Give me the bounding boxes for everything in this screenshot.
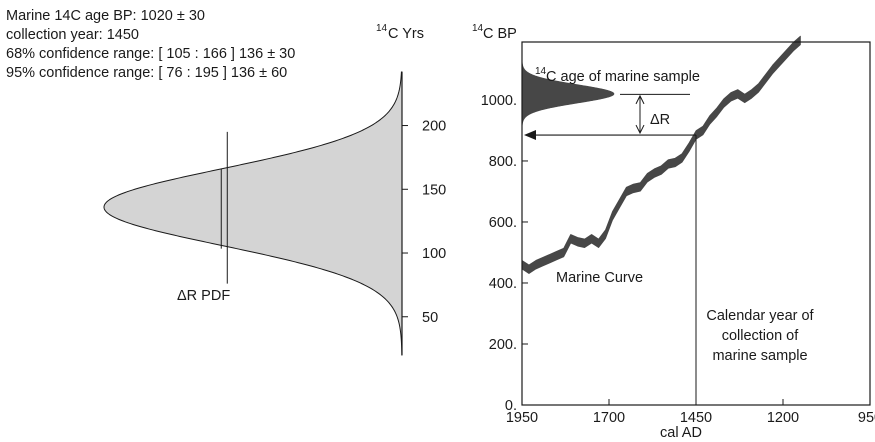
- pdf-annotation: ΔR PDF: [177, 288, 230, 304]
- y-tick-label-600: 600.: [489, 215, 517, 231]
- delta-r-label: ΔR: [650, 112, 670, 128]
- curve-ylabel: C BP: [483, 26, 517, 42]
- collection-label-line2: collection of: [722, 328, 800, 344]
- pdf-ylabel-sup: 14: [376, 23, 388, 34]
- info-line-marine-age: Marine 14C age BP: 1020 ± 30: [6, 8, 205, 24]
- delta-r-arrowhead-up: [635, 94, 645, 105]
- x-tick-label-1200: 1200: [767, 410, 799, 426]
- x-tick-label-1450: 1450: [680, 410, 712, 426]
- curve-axis-ticks: 1950 1700 1450 1200 950 0. 200. 400. 600. 800. 100…: [481, 93, 875, 426]
- y-tick-label-400: 400.: [489, 276, 517, 292]
- delta-r-arrowhead-down: [635, 124, 645, 135]
- pdf-y-tick-label-50: 50: [422, 310, 438, 326]
- collection-label-line1: Calendar year of: [706, 308, 814, 324]
- pdf-y-tick-label-200: 200: [422, 119, 446, 135]
- pdf-y-tick-label-150: 150: [422, 182, 446, 198]
- y-tick-label-0: 0.: [505, 398, 517, 414]
- y-tick-label-1000: 1000.: [481, 93, 517, 109]
- curve-ylabel-sup: 14: [472, 23, 484, 34]
- curve-xlabel: cal AD: [660, 425, 702, 441]
- plot-frame: [521, 41, 871, 406]
- info-line-68-range: 68% confidence range: [ 105 : 166 ] 136 …: [6, 46, 296, 62]
- delta-r-pdf-area: [103, 71, 403, 356]
- x-tick-label-1700: 1700: [593, 410, 625, 426]
- pdf-y-ticks: 50 100 150 200: [402, 119, 446, 326]
- sample-label: C age of marine sample: [546, 69, 700, 85]
- info-line-collection-year: collection year: 1450: [6, 27, 139, 43]
- marine-sample-pdf: [521, 61, 615, 127]
- x-tick-label-1950: 1950: [506, 410, 538, 426]
- y-tick-label-800: 800.: [489, 154, 517, 170]
- sample-label-sup: 14: [535, 66, 547, 77]
- info-line-95-range: 95% confidence range: [ 76 : 195 ] 136 ±…: [6, 65, 288, 81]
- delta-r-pdf-panel: 50 100 150 200 14 C Yrs ΔR PDF: [103, 23, 446, 356]
- marine-curve-panel: 1950 1700 1450 1200 950 0. 200. 400. 600. 800. 100…: [472, 23, 875, 441]
- curve-label: Marine Curve: [556, 270, 643, 286]
- pdf-y-tick-label-100: 100: [422, 246, 446, 262]
- collection-label-line3: marine sample: [712, 348, 807, 364]
- y-tick-label-200: 200.: [489, 337, 517, 353]
- marine-curve-band: [521, 35, 801, 274]
- pdf-ylabel: C Yrs: [388, 26, 424, 42]
- x-tick-label-950: 950: [858, 410, 875, 426]
- intercept-arrowhead: [524, 130, 536, 141]
